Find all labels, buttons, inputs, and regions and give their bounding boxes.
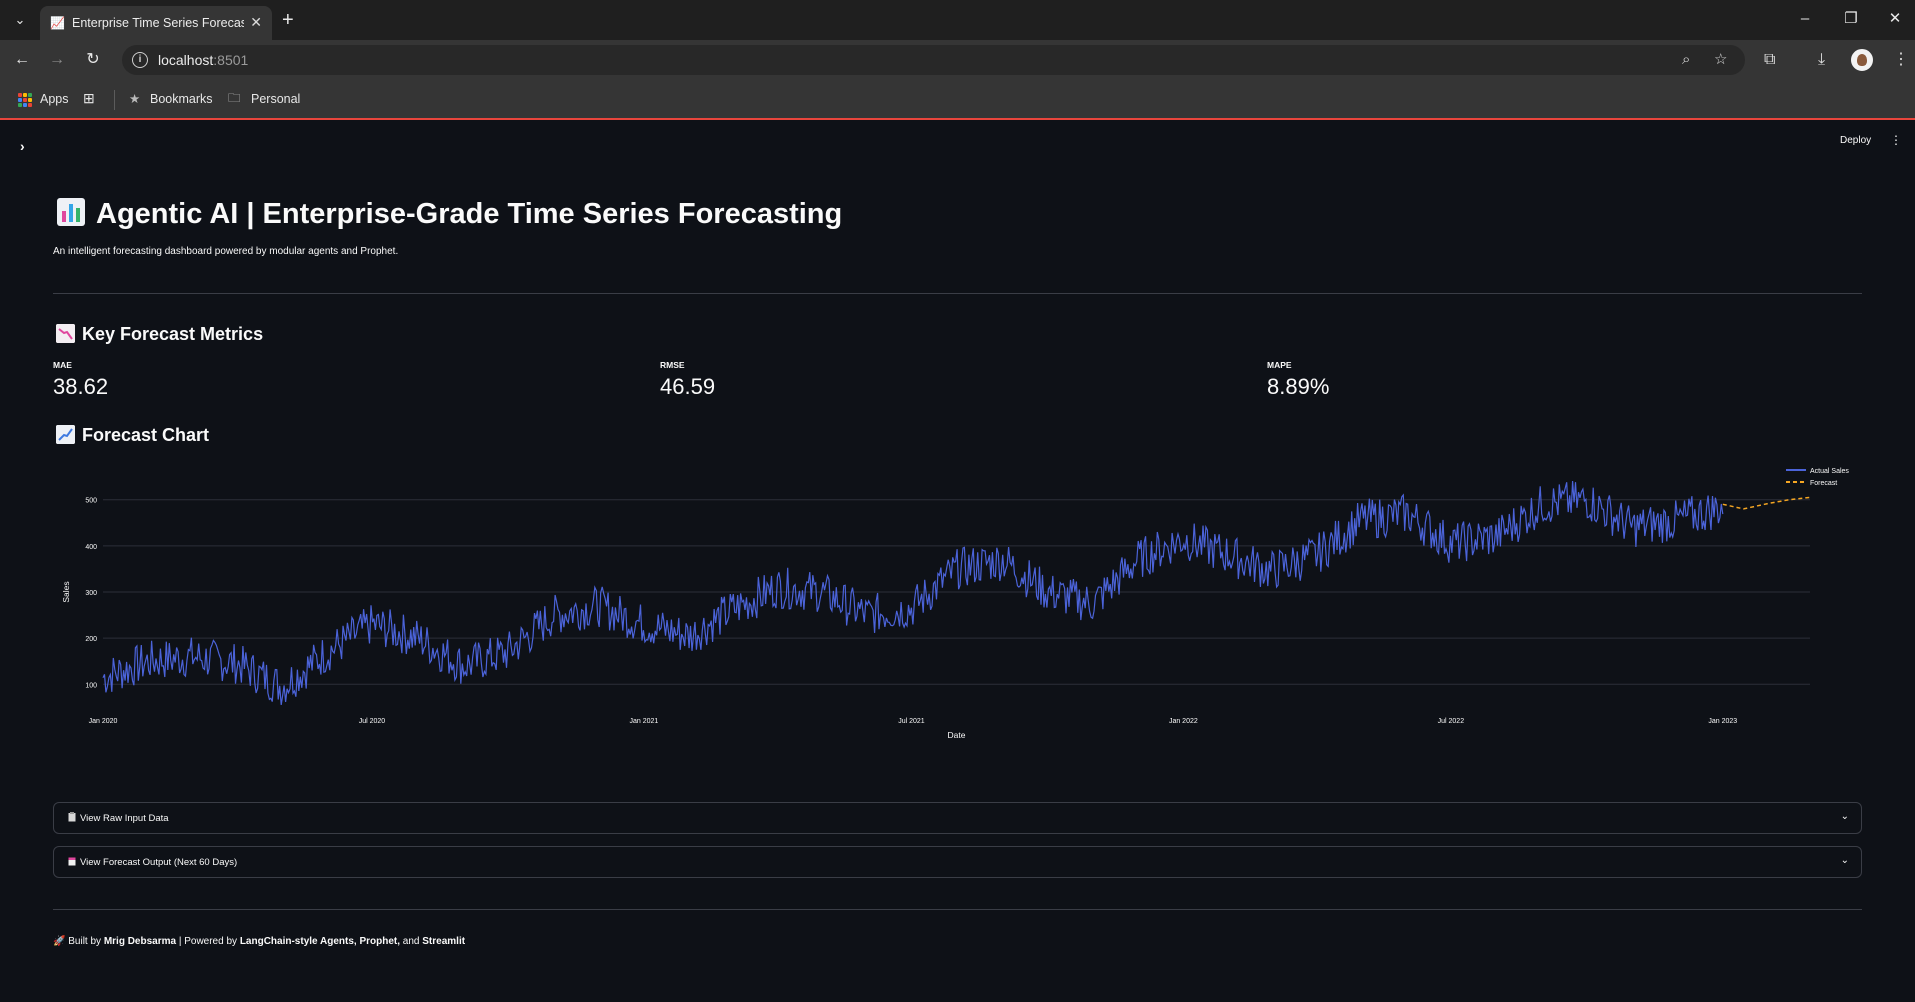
forward-icon[interactable]: → (49, 51, 65, 68)
tab-search-chevron-icon[interactable]: ⌄ (14, 12, 26, 27)
folder-icon: 🗀 (228, 91, 241, 105)
restore-icon[interactable]: ❐ (1844, 10, 1858, 27)
page-title-text: Agentic AI | Enterprise-Grade Time Serie… (96, 198, 843, 230)
y-tick-label: 400 (85, 544, 97, 551)
metrics-heading: Key Forecast Metrics (56, 324, 263, 345)
footer-tech2: Streamlit (422, 936, 466, 947)
site-info-icon[interactable]: i (132, 52, 148, 68)
legend-label-actual: Actual Sales (1810, 468, 1849, 475)
chart-increasing-icon (56, 425, 75, 444)
footer: 🚀 Built by Mrig Debsarma | Powered by La… (53, 936, 466, 947)
chart-favicon-icon: 📈 (50, 16, 65, 30)
tab-groups-icon[interactable]: ⊞ (83, 90, 95, 106)
x-tick-label: Jul 2021 (898, 718, 925, 725)
reload-icon[interactable]: ↻ (86, 51, 100, 68)
download-icon[interactable]: ⤓ (1818, 51, 1826, 68)
chart-heading-text: Forecast Chart (82, 425, 210, 445)
new-tab-icon[interactable]: + (282, 9, 294, 31)
sidebar-expand-icon[interactable]: › (20, 138, 25, 154)
star-icon: ★ (129, 92, 141, 106)
chevron-down-icon: ⌄ (1840, 855, 1849, 866)
forecast-line (1722, 496, 1811, 510)
bookmark-bookmarks[interactable]: Bookmarks (150, 92, 213, 106)
metric-value-mae: 38.62 (53, 374, 109, 399)
rocket-icon: 🚀 (53, 936, 66, 947)
bar-chart-icon (56, 197, 86, 227)
bookmark-personal[interactable]: Personal (251, 92, 301, 106)
forecast-output-expander-label: View Forecast Output (Next 60 Days) (68, 856, 237, 868)
bookmark-apps[interactable]: Apps (40, 92, 69, 106)
metric-value-mape: 8.89% (1267, 374, 1330, 399)
actual-sales-line (102, 480, 1724, 705)
bookmark-star-icon[interactable]: ☆ (1714, 51, 1728, 68)
bookmarks-separator (114, 90, 115, 110)
x-axis-label: Date (948, 730, 966, 740)
browser-toolbar: ← → ↻ i localhost:8501 ⌕ ☆ ⧉ ⤓ ⋮ (0, 40, 1915, 80)
profile-avatar[interactable] (1851, 49, 1873, 71)
deploy-button[interactable]: Deploy (1840, 135, 1872, 146)
browser-tab-bar: ⌄ 📈 Enterprise Time Series Forecasting ✕… (0, 0, 1915, 40)
metric-value-rmse: 46.59 (660, 374, 716, 399)
footer-tech1: LangChain-style Agents, Prophet, (239, 936, 401, 947)
back-icon[interactable]: ← (14, 51, 30, 68)
y-tick-label: 300 (85, 590, 97, 597)
metric-label-mae: MAE (53, 360, 72, 370)
forecast-chart[interactable]: 100 200 300 400 500 Jan 2020 Jul 2020 Jan 2021 J… (53, 462, 1862, 772)
x-tick-label: Jul 2020 (359, 718, 386, 725)
page-subtitle: An intelligent forecasting dashboard pow… (53, 246, 399, 257)
app-menu-icon[interactable]: ⋮ (1890, 133, 1902, 147)
chart-heading: Forecast Chart (56, 425, 209, 446)
zoom-icon[interactable]: ⌕ (1682, 51, 1691, 68)
x-tick-label: Jan 2021 (630, 718, 659, 725)
apps-grid-icon[interactable] (18, 93, 32, 107)
x-tick-label: Jan 2020 (89, 718, 118, 725)
extensions-icon[interactable]: ⧉ (1764, 51, 1776, 68)
y-tick-label: 200 (85, 636, 97, 643)
legend-label-forecast: Forecast (1810, 480, 1837, 487)
x-tick-label: Jan 2022 (1169, 718, 1198, 725)
page-title: Agentic AI | Enterprise-Grade Time Serie… (56, 197, 842, 231)
x-tick-label: Jan 2023 (1708, 718, 1737, 725)
tab-title: Enterprise Time Series Forecasting (72, 16, 244, 30)
forecast-output-expander[interactable]: View Forecast Output (Next 60 Days) ⌄ (53, 846, 1862, 878)
forecast-chart-svg[interactable]: 100 200 300 400 500 Jan 2020 Jul 2020 Jan 2021 J… (53, 462, 1862, 772)
bookmarks-bar (0, 80, 1915, 120)
y-tick-label: 100 (85, 682, 97, 689)
y-axis-label: Sales (61, 581, 71, 602)
clipboard-icon (68, 812, 76, 822)
calendar-icon (68, 857, 76, 866)
url-text[interactable]: localhost:8501 (158, 52, 249, 68)
chevron-down-icon: ⌄ (1840, 811, 1849, 822)
minimize-icon[interactable]: – (1800, 10, 1810, 27)
x-tick-label: Jul 2022 (1438, 718, 1465, 725)
metrics-heading-text: Key Forecast Metrics (82, 324, 264, 344)
divider (53, 293, 1862, 294)
y-tick-label: 500 (85, 498, 97, 505)
footer-divider (53, 909, 1862, 910)
metric-label-mape: MAPE (1267, 360, 1292, 370)
chart-decreasing-icon (56, 324, 75, 343)
browser-menu-icon[interactable]: ⋮ (1893, 51, 1909, 68)
tab-close-icon[interactable]: ✕ (250, 14, 262, 30)
metric-label-rmse: RMSE (660, 360, 685, 370)
streamlit-app: › Deploy ⋮ Agentic AI | Enterprise-Grade… (0, 122, 1915, 1002)
close-window-icon[interactable]: ✕ (1888, 10, 1902, 27)
raw-data-expander-label: View Raw Input Data (68, 812, 169, 824)
footer-author: Mrig Debsarma (103, 936, 177, 947)
browser-tab[interactable]: 📈 Enterprise Time Series Forecasting ✕ (40, 6, 272, 40)
address-bar[interactable]: i localhost:8501 ⌕ ☆ (122, 45, 1745, 75)
raw-data-expander[interactable]: View Raw Input Data ⌄ (53, 802, 1862, 834)
